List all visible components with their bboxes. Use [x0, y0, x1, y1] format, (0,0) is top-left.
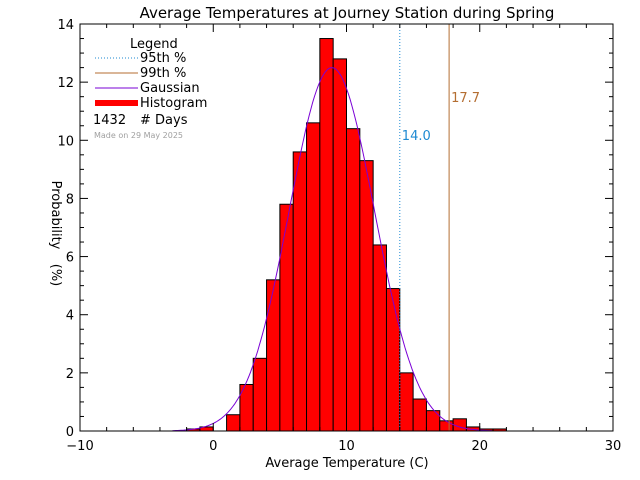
x-tick-label: 0	[209, 439, 217, 454]
histogram-bar	[412, 398, 427, 432]
histogram-bar	[252, 357, 268, 432]
x-tick-label: −10	[66, 439, 93, 454]
y-tick-label: 6	[66, 251, 74, 266]
legend-item-label: Histogram	[140, 96, 207, 111]
histogram-bar	[385, 288, 401, 432]
histogram-bar	[346, 128, 361, 432]
y-tick-label: 12	[57, 76, 74, 91]
histogram-bar	[372, 244, 387, 432]
percentile-label: 14.0	[402, 129, 431, 144]
chart-title: Average Temperatures at Journey Station …	[140, 4, 555, 22]
x-tick-label: 10	[338, 439, 355, 454]
histogram-bar	[292, 151, 308, 432]
y-tick-label: 10	[57, 134, 74, 149]
histogram-bar	[439, 420, 454, 432]
y-axis-unit: (%)	[48, 264, 63, 287]
x-axis-label: Average Temperature (C)	[265, 456, 428, 471]
histogram-bar	[399, 372, 414, 432]
legend-count-value: 1432	[93, 113, 126, 128]
y-tick-label: 0	[66, 425, 74, 440]
percentile-label: 17.7	[451, 91, 480, 106]
histogram-bar	[226, 414, 241, 432]
histogram-bar	[279, 203, 294, 432]
y-tick-label: 8	[66, 192, 74, 207]
y-axis-label: Probability	[48, 181, 63, 250]
histogram-bar	[319, 38, 334, 432]
histogram-bar	[306, 122, 321, 432]
legend-item-label: Gaussian	[140, 81, 200, 96]
gaussian-curve	[172, 67, 493, 432]
histogram-bar	[266, 279, 281, 432]
legend-item-label: 95th %	[140, 51, 186, 66]
x-tick-label: 30	[605, 439, 622, 454]
histogram-bar	[359, 160, 374, 432]
legend-title: Legend	[130, 37, 178, 52]
y-tick-label: 14	[57, 18, 74, 33]
y-tick-label: 4	[66, 309, 74, 324]
watermark: Made on 29 May 2025	[94, 131, 183, 140]
histogram-bar	[332, 58, 347, 432]
y-tick-label: 2	[66, 367, 74, 382]
legend-count-label: # Days	[140, 113, 188, 128]
legend-item-label: 99th %	[140, 66, 186, 81]
x-tick-label: 20	[471, 439, 488, 454]
